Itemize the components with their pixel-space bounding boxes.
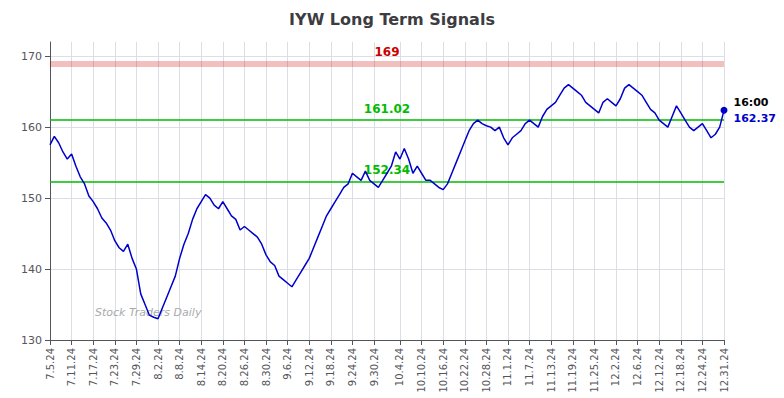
svg-text:11.19.24: 11.19.24 — [567, 348, 578, 393]
svg-text:130: 130 — [21, 334, 42, 347]
svg-text:9.6.24: 9.6.24 — [282, 348, 293, 380]
svg-text:9.30.24: 9.30.24 — [369, 348, 380, 386]
svg-text:170: 170 — [21, 50, 42, 63]
svg-text:7.11.24: 7.11.24 — [66, 348, 77, 386]
svg-text:10.22.24: 10.22.24 — [459, 348, 470, 393]
svg-text:10.28.24: 10.28.24 — [481, 348, 492, 393]
svg-text:12.24.24: 12.24.24 — [697, 348, 708, 393]
svg-text:11.13.24: 11.13.24 — [546, 348, 557, 393]
svg-text:8.2.24: 8.2.24 — [153, 348, 164, 380]
svg-text:7.29.24: 7.29.24 — [131, 348, 142, 386]
svg-text:16:00: 16:00 — [734, 96, 769, 109]
svg-text:8.8.24: 8.8.24 — [174, 348, 185, 380]
svg-text:161.02: 161.02 — [364, 102, 410, 116]
svg-text:12.12.24: 12.12.24 — [654, 348, 665, 393]
svg-text:10.16.24: 10.16.24 — [438, 348, 449, 393]
svg-text:8.26.24: 8.26.24 — [239, 348, 250, 386]
svg-text:12.6.24: 12.6.24 — [632, 348, 643, 386]
svg-text:Stock Traders Daily: Stock Traders Daily — [95, 306, 202, 319]
svg-text:7.23.24: 7.23.24 — [109, 348, 120, 386]
svg-text:12.2.24: 12.2.24 — [610, 348, 621, 386]
svg-text:12.18.24: 12.18.24 — [675, 348, 686, 393]
svg-text:11.1.24: 11.1.24 — [502, 348, 513, 386]
svg-text:10.10.24: 10.10.24 — [416, 348, 427, 393]
svg-text:12.31.24: 12.31.24 — [719, 348, 730, 393]
svg-text:IYW Long Term Signals: IYW Long Term Signals — [289, 10, 495, 29]
svg-text:8.20.24: 8.20.24 — [217, 348, 228, 386]
svg-text:152.34: 152.34 — [364, 163, 410, 177]
svg-text:11.25.24: 11.25.24 — [589, 348, 600, 393]
svg-text:150: 150 — [21, 192, 42, 205]
svg-text:8.14.24: 8.14.24 — [196, 348, 207, 386]
svg-text:9.24.24: 9.24.24 — [347, 348, 358, 386]
svg-text:160: 160 — [21, 121, 42, 134]
svg-text:9.18.24: 9.18.24 — [325, 348, 336, 386]
svg-text:9.12.24: 9.12.24 — [304, 348, 315, 386]
svg-text:7.5.24: 7.5.24 — [45, 348, 56, 380]
svg-text:10.4.24: 10.4.24 — [394, 348, 405, 386]
svg-text:169: 169 — [374, 45, 399, 59]
svg-text:7.17.24: 7.17.24 — [88, 348, 99, 386]
svg-text:11.7.24: 11.7.24 — [524, 348, 535, 386]
svg-text:140: 140 — [21, 263, 42, 276]
svg-text:8.30.24: 8.30.24 — [261, 348, 272, 386]
svg-text:162.37: 162.37 — [734, 112, 776, 125]
